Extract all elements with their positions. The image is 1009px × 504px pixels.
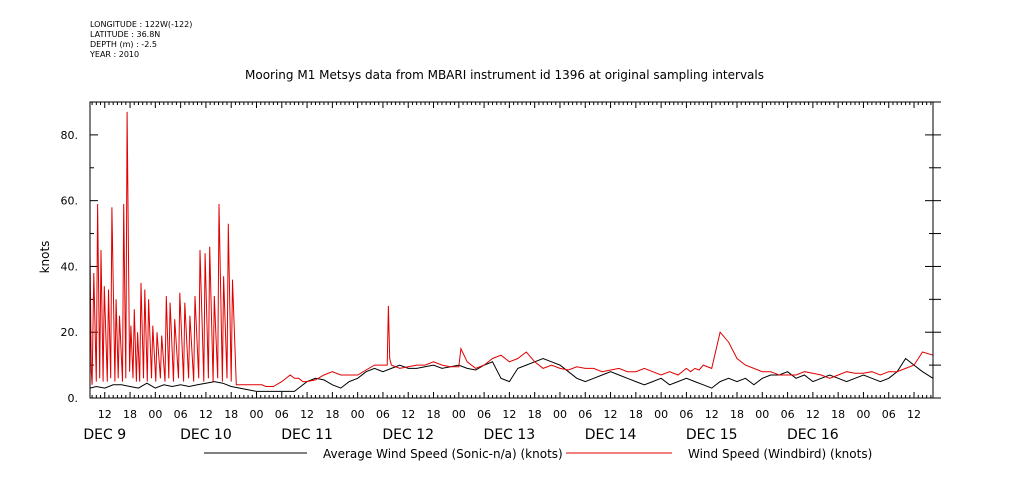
x-tick-label: 12 (401, 408, 415, 421)
mooring-metadata: LONGITUDE : 122W(-122) LATITUDE : 36.8N … (90, 20, 192, 60)
depth-text: DEPTH (m) : -2.5 (90, 40, 157, 49)
x-tick-label: 00 (452, 408, 466, 421)
x-tick-label: 06 (781, 408, 795, 421)
plot-frame (89, 101, 934, 399)
date-label: DEC 13 (484, 427, 536, 443)
x-tick-label: 06 (679, 408, 693, 421)
y-tick-label: 0. (68, 392, 79, 405)
date-label: DEC 10 (180, 427, 232, 443)
x-tick-label: 12 (604, 408, 618, 421)
x-tick-label: 00 (654, 408, 668, 421)
x-tick-label: 18 (528, 408, 542, 421)
date-label: DEC 11 (281, 427, 333, 443)
legend-label-windbird: Wind Speed (Windbird) (knots) (688, 447, 872, 461)
y-tick-label: 40. (61, 260, 79, 273)
x-tick-label: 18 (123, 408, 137, 421)
series-average-wind-speed (89, 357, 934, 392)
y-tick-label: 60. (61, 195, 79, 208)
series-windbird-wind-speed (89, 111, 934, 387)
date-label: DEC 16 (787, 427, 839, 443)
x-tick-label: 06 (882, 408, 896, 421)
x-tick-labels: 12 18 00 06 12 18 00 06 12 18 00 06 12 18 00 06 12 18 00 06… (98, 408, 921, 421)
x-tick-label: 12 (502, 408, 516, 421)
x-tick-label: 12 (907, 408, 921, 421)
x-tick-label: 12 (98, 408, 112, 421)
x-tick-label: 00 (148, 408, 162, 421)
year-text: YEAR : 2010 (90, 50, 140, 59)
x-tick-label: 12 (300, 408, 314, 421)
x-tick-label: 06 (376, 408, 390, 421)
legend-label-average: Average Wind Speed (Sonic-n/a) (knots) (323, 447, 563, 461)
latitude-text: LATITUDE : 36.8N (90, 30, 161, 39)
x-tick-label: 18 (730, 408, 744, 421)
x-tick-label: 00 (351, 408, 365, 421)
x-tick-label: 18 (427, 408, 441, 421)
longitude-text: LONGITUDE : 122W(-122) (90, 20, 193, 29)
series-layer (89, 111, 934, 392)
x-tick-label: 12 (806, 408, 820, 421)
y-axis-title: knots (38, 241, 52, 274)
y-tick-label: 80. (61, 129, 79, 142)
date-label: DEC 14 (585, 427, 637, 443)
x-tick-label: 00 (249, 408, 263, 421)
x-tick-label: 06 (174, 408, 188, 421)
x-tick-label: 18 (325, 408, 339, 421)
y-tick-labels: 0. 20. 40. 60. 80. (61, 129, 79, 405)
x-tick-label: 06 (578, 408, 592, 421)
x-tick-label: 06 (477, 408, 491, 421)
x-tick-label: 18 (831, 408, 845, 421)
x-tick-label: 12 (199, 408, 213, 421)
x-tick-label: 00 (856, 408, 870, 421)
chart-title: Mooring M1 Metsys data from MBARI instru… (245, 68, 764, 82)
legend: Average Wind Speed (Sonic-n/a) (knots) W… (204, 447, 872, 461)
x-tick-label: 18 (224, 408, 238, 421)
date-labels: DEC 9 DEC 10 DEC 11 DEC 12 DEC 13 DEC 14 DEC 1… (83, 427, 838, 443)
date-label: DEC 12 (382, 427, 434, 443)
y-tick-label: 20. (61, 326, 79, 339)
x-tick-label: 00 (755, 408, 769, 421)
x-tick-label: 12 (705, 408, 719, 421)
x-tick-label: 00 (553, 408, 567, 421)
date-label: DEC 15 (686, 427, 738, 443)
x-tick-label: 18 (629, 408, 643, 421)
x-tick-label: 06 (275, 408, 289, 421)
date-label: DEC 9 (83, 427, 126, 443)
